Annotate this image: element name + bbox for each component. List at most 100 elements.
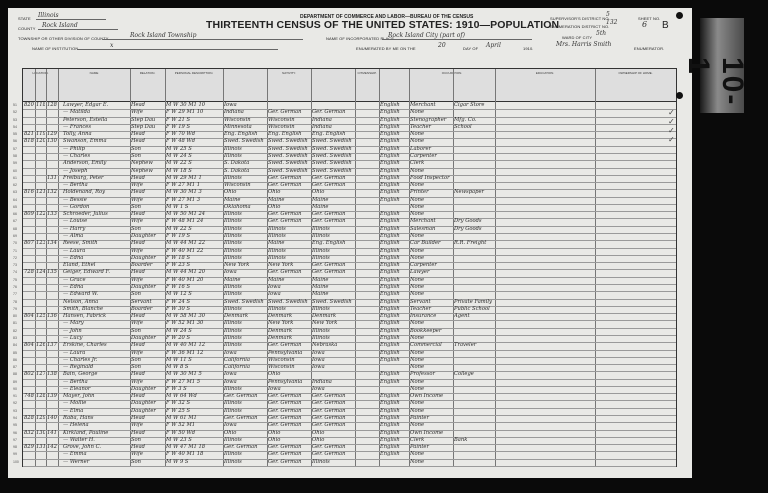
column-header: OWNERSHIP OF HOME. (618, 71, 653, 75)
cell-bp: S. Dakota (224, 167, 250, 174)
table-row: 76 — Edna Daughter F W 16 S Illinois Iowa Main… (13, 284, 676, 293)
cell-house (24, 320, 34, 327)
township-label: TOWNSHIP OR OTHER DIVISION OF COUNTY (18, 36, 109, 41)
cell-occ: None (410, 138, 425, 145)
cell-desc: F W 18 S (166, 254, 191, 261)
cell-desc: F W 3 S (166, 385, 187, 392)
table-row: 70 807 123 134 Reese, Smith Head M W 44 M1 22 I… (13, 240, 676, 249)
cell-occ: None (410, 203, 425, 210)
cell-dw (36, 197, 45, 204)
cell-house (24, 328, 34, 335)
cell-bpf: Wisconsin (268, 356, 295, 363)
cell-rel: Head (131, 415, 146, 422)
cell-rel: Head (131, 211, 146, 218)
column-divider (46, 69, 47, 466)
cell-lang: English (380, 233, 400, 240)
cell-desc: F W 48 M1 24 (166, 218, 204, 225)
cell-name: — Edna (63, 284, 84, 290)
cell-lang: English (380, 225, 400, 232)
line-number: 81 (13, 321, 17, 326)
cell-lang: English (380, 378, 400, 385)
cell-name: Mayer, John (63, 393, 95, 400)
table-row: 87 — Reginald Son M W 8 S California Wisconsi… (13, 364, 676, 373)
cell-house (24, 357, 34, 364)
cell-bp: Ohio (224, 429, 237, 436)
cell-occ: None (410, 182, 425, 189)
cell-bp: Swed. Swedish (224, 138, 264, 145)
cell-fam (47, 437, 57, 444)
column-header: PERSONAL DESCRIPTION. (174, 71, 214, 75)
cell-bpm: Denmark (312, 313, 337, 320)
line-number: 99 (13, 452, 17, 457)
table-row: 98 829 131 142 Grove, John C. Head M W 47 M1 1… (13, 444, 676, 453)
institution-value: x (110, 42, 114, 49)
cell-occ: None (410, 284, 425, 290)
cell-occ: Laborer (410, 145, 432, 152)
cell-bpm: Ger. German (312, 182, 346, 189)
cell-name: — Edward W. (63, 291, 98, 298)
cell-occ: None (410, 276, 425, 283)
cell-fam (47, 400, 57, 407)
column-header: CITIZENSHIP. (357, 71, 377, 75)
line-number: 51 (13, 103, 17, 107)
cell-fam (47, 117, 57, 124)
table-row: 93 — Elma Daughter F W 25 S Illinois Ger. Ger… (13, 407, 676, 417)
cell-house (24, 422, 34, 429)
cell-bpf: Ger. German (268, 415, 302, 422)
table-row: 66 809 122 133 Schroeder, Julius Head M W 50 M… (13, 211, 676, 220)
cell-ind (454, 160, 494, 167)
enumerator-name: Mrs. Harris Smith (556, 41, 612, 48)
cell-occ: None (410, 320, 425, 327)
cell-dw (36, 459, 45, 466)
cell-desc: M W 8 S (166, 364, 189, 371)
cell-dw (36, 451, 45, 458)
cell-occ: None (410, 349, 425, 356)
cell-desc: M W 30 M1 5 (166, 371, 202, 378)
line-number: 96 (13, 430, 17, 435)
cell-bp: Iowa (224, 422, 237, 429)
table-row: 75 — Grace Wife F W 40 M1 20 Maine Maine Maine… (13, 276, 676, 285)
cell-bpm: Nebraska (312, 342, 338, 349)
cell-bpm: Illinois (312, 458, 330, 465)
cell-rel: Son (131, 458, 142, 465)
cell-lang: English (380, 196, 400, 203)
cell-lang: English (380, 356, 400, 363)
cell-desc: M W 29 M1 1 (166, 174, 202, 181)
cell-rel: Son (131, 364, 142, 371)
census-sheet: STATE Illinois COUNTY Rock Island TOWNSH… (8, 8, 692, 478)
cell-house (24, 109, 34, 116)
cell-desc: M W 25 S (166, 145, 192, 152)
cell-lang: English (380, 298, 400, 305)
cell-dw (36, 328, 45, 335)
population-schedule-table: LOCATION. NAME RELATION. PERSONAL DESCRIPTI… (13, 68, 677, 467)
line-number: 72 (13, 255, 17, 260)
cell-house (24, 117, 34, 124)
cell-rel: Wife (131, 182, 143, 189)
cell-desc: F W 40 M1 22 (166, 247, 204, 254)
cell-dw (36, 168, 45, 175)
cell-ind (454, 153, 494, 160)
table-row: 82 — John Son M W 24 S Illinois Denmark Illino… (13, 327, 676, 336)
line-number: 64 (13, 197, 17, 202)
cell-bpm: Ger. German (312, 393, 346, 400)
cell-dw: 122 (36, 211, 45, 218)
cell-bp: Illinois (224, 407, 242, 414)
cell-dw (36, 357, 45, 364)
cell-rel: Son (131, 225, 142, 232)
cell-name: — Gordon (63, 203, 90, 210)
cell-rel: Wife (131, 276, 143, 283)
cell-ind (454, 277, 494, 284)
cell-fam (47, 291, 57, 298)
cell-rel: Daughter (131, 334, 156, 341)
cell-house: 818 (24, 138, 34, 145)
cell-occ: Stenographer (410, 116, 447, 123)
line-number: 88 (13, 372, 17, 377)
cell-occ: None (410, 422, 425, 429)
cell-fam (47, 226, 57, 233)
cell-bp: Illinois (224, 385, 242, 392)
department-heading: DEPARTMENT OF COMMERCE AND LABOR—BUREAU … (300, 14, 474, 20)
cell-desc: M W 24 S (166, 327, 192, 334)
cell-name: Geiger, Edward F. (63, 269, 110, 276)
cell-dw: 124 (36, 269, 45, 276)
cell-house (24, 218, 34, 225)
